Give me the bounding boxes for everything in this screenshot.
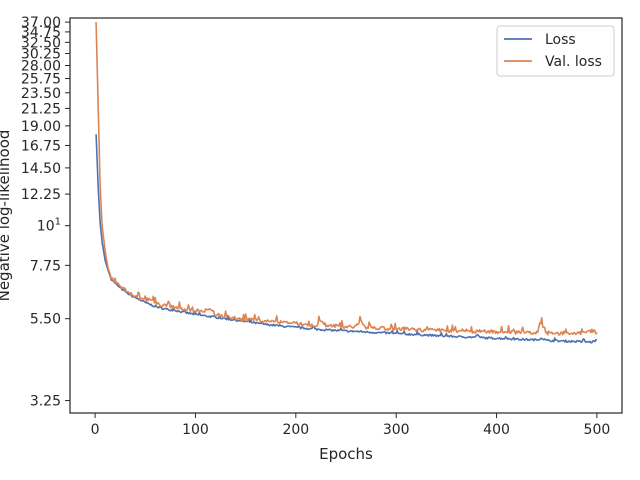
x-tick-label: 200 [282, 422, 309, 438]
x-tick-label: 400 [483, 422, 510, 438]
x-tick-label: 500 [584, 422, 611, 438]
y-tick-label: 25.75 [21, 72, 61, 88]
series-layer [95, 22, 598, 344]
y-tick-label: 19.00 [21, 119, 61, 135]
legend: Loss Val. loss [496, 25, 615, 77]
y-axis-label: Negative log-likelihood [0, 130, 13, 302]
series-line-val-loss [95, 22, 598, 336]
x-tick-label: 300 [383, 422, 410, 438]
x-axis-label: Epochs [319, 445, 373, 463]
y-tick-label: 23.50 [21, 86, 61, 102]
legend-label: Loss [545, 32, 576, 48]
y-tick-label-base: 10 [37, 219, 55, 235]
plot-frame [69, 17, 623, 414]
y-tick-label: 28.00 [21, 59, 61, 75]
y-tick-label: 21.25 [21, 101, 61, 117]
x-axis: 0 100 200 300 400 500 [91, 413, 611, 438]
x-tick-label: 100 [182, 422, 209, 438]
y-tick-label: 37.00 [21, 15, 61, 31]
y-tick-label: 12.25 [21, 187, 61, 203]
y-tick-label: 34.75 [21, 25, 61, 41]
y-tick-label-exponent: 1 [55, 217, 61, 228]
y-tick-label: 3.25 [30, 394, 61, 410]
y-tick-label: 7.75 [30, 258, 61, 274]
y-tick-label: 30.25 [21, 46, 61, 62]
y-tick-label: 14.50 [21, 161, 61, 177]
y-axis: 3.25 5.50 7.75 101 12.25 14.50 16.75 19.00 21.25… [21, 15, 70, 410]
y-tick-label: 5.50 [30, 312, 61, 328]
y-tick-label: 32.50 [21, 35, 61, 51]
x-tick-label: 0 [91, 422, 100, 438]
y-tick-label: 101 [37, 217, 61, 235]
series-line-loss [95, 134, 598, 344]
legend-label: Val. loss [545, 54, 602, 70]
y-tick-label: 16.75 [21, 138, 61, 154]
